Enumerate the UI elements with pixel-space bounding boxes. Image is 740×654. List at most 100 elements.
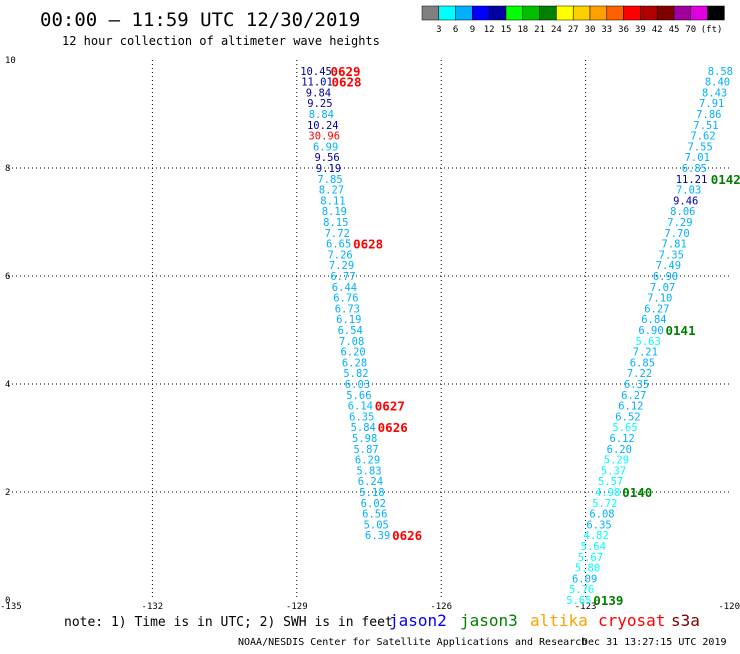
- x-tick-label: -132: [142, 602, 164, 612]
- legend-swatch: [522, 5, 540, 21]
- wave-height-value: 10.45: [300, 66, 332, 78]
- wave-height-value: 6.39: [365, 530, 390, 542]
- wave-height-value: 7.72: [325, 228, 350, 240]
- wave-height-value: 7.21: [633, 347, 658, 359]
- wave-height-value: 5.65: [566, 595, 591, 607]
- wave-height-value: 5.64: [581, 541, 606, 553]
- y-tick-label: 0: [5, 596, 10, 606]
- wave-height-value: 6.84: [641, 314, 666, 326]
- wave-height-value: 5.63: [636, 336, 661, 348]
- legend-swatch: [690, 5, 708, 21]
- wave-height-value: 7.29: [329, 260, 354, 272]
- wave-height-value: 5.76: [569, 584, 594, 596]
- wave-height-value: 5.57: [598, 476, 623, 488]
- wave-height-value: 6.99: [313, 141, 338, 153]
- map-title: 00:00 — 11:59 UTC 12/30/2019: [40, 9, 360, 31]
- legend-label: 21: [534, 25, 545, 35]
- wave-height-value: 7.07: [650, 282, 675, 294]
- x-tick-label: -129: [286, 602, 308, 612]
- wave-height-value: 5.29: [604, 455, 629, 467]
- x-tick-label: -123: [575, 602, 597, 612]
- wave-height-value: 6.85: [682, 163, 707, 175]
- wave-height-value: 5.18: [359, 487, 384, 499]
- satellite-name: s3a: [671, 611, 700, 630]
- wave-height-value: 7.26: [327, 249, 352, 261]
- wave-height-value: 4.82: [584, 530, 609, 542]
- wave-height-value: 7.70: [664, 228, 689, 240]
- wave-height-value: 7.86: [696, 109, 721, 121]
- legend-label: 18: [517, 25, 528, 35]
- wave-height-value: 6.27: [621, 390, 646, 402]
- wave-height-value: 5.84: [351, 422, 376, 434]
- legend-unit: (ft): [701, 25, 723, 35]
- legend-swatch: [472, 5, 490, 21]
- wave-height-value: 8.06: [670, 206, 695, 218]
- wave-height-value: 6.02: [361, 498, 386, 510]
- wave-height-value: 7.85: [317, 174, 342, 186]
- legend-swatch: [673, 5, 692, 21]
- pass-time-label: 0628: [353, 237, 383, 252]
- wave-height-value: 8.19: [322, 206, 347, 218]
- satellite-legend: jason2 jason3 altika cryosat s3a: [389, 611, 700, 630]
- wave-height-value: 6.85: [630, 357, 655, 369]
- wave-height-value: 7.62: [690, 131, 715, 143]
- satellite-name: altika: [530, 611, 588, 630]
- wave-height-value: 8.84: [309, 109, 334, 121]
- wave-height-value: 9.46: [673, 195, 698, 207]
- wave-height-value: 7.51: [693, 120, 718, 132]
- legend-label: 42: [652, 25, 663, 35]
- legend-label: 36: [618, 25, 629, 35]
- wave-height-value: 6.28: [342, 357, 367, 369]
- wave-height-value: 7.91: [699, 98, 724, 110]
- wave-height-value: 7.01: [685, 152, 710, 164]
- wave-height-value: 5.87: [353, 444, 378, 456]
- legend-swatch: [488, 5, 507, 21]
- wave-height-value: 7.03: [676, 185, 701, 197]
- wave-height-value: 8.58: [708, 66, 733, 78]
- wave-height-value: 5.83: [356, 465, 381, 477]
- wave-height-value: 6.03: [345, 379, 370, 391]
- wave-height-value: 7.55: [688, 141, 713, 153]
- map-subtitle: 12 hour collection of altimeter wave hei…: [62, 34, 380, 48]
- legend-swatch: [707, 5, 725, 21]
- x-tick-label: -135: [0, 602, 22, 612]
- wave-height-value: 6.35: [586, 519, 611, 531]
- wave-height-value: 6.12: [618, 401, 643, 413]
- wave-height-value: 11.21: [676, 174, 708, 186]
- legend-swatch: [572, 5, 591, 21]
- legend-label: 9: [470, 25, 475, 35]
- wave-height-value: 6.52: [615, 411, 640, 423]
- wave-height-value: 9.84: [306, 87, 331, 99]
- wave-height-value: 9.56: [314, 152, 339, 164]
- x-tick-label: -120: [718, 602, 740, 612]
- y-tick-label: 2: [5, 488, 10, 498]
- legend-label: 70: [685, 25, 696, 35]
- wave-height-value: 6.77: [330, 271, 355, 283]
- wave-height-value: 6.19: [336, 314, 361, 326]
- wave-height-value: 8.43: [702, 87, 727, 99]
- wave-height-value: 8.11: [320, 195, 345, 207]
- y-tick-label: 4: [5, 380, 10, 390]
- pass-time-label: 0628: [331, 75, 361, 90]
- legend-label: 6: [453, 25, 458, 35]
- satellite-name: jason2: [389, 611, 447, 630]
- legend-swatch: [421, 5, 440, 21]
- pass-time-label: 0139: [593, 593, 623, 608]
- legend-swatch: [539, 5, 557, 21]
- pass-time-label: 0140: [622, 485, 652, 500]
- wave-height-value: 7.10: [647, 293, 672, 305]
- wave-height-value: 6.29: [355, 455, 380, 467]
- footer-generated-time: Dec 31 13:27:15 UTC 2019: [582, 637, 727, 648]
- wave-height-value: 6.12: [610, 433, 635, 445]
- wave-height-value: 6.35: [624, 379, 649, 391]
- legend-swatch: [556, 5, 574, 21]
- satellite-name: cryosat: [598, 611, 665, 630]
- wave-height-value: 11.01: [301, 77, 333, 89]
- wave-height-value: 10.24: [307, 120, 339, 132]
- wave-height-value: 6.27: [644, 303, 669, 315]
- x-tick-label: -126: [430, 602, 452, 612]
- legend-swatch: [656, 5, 675, 21]
- wave-height-value: 6.56: [362, 509, 387, 521]
- legend-label: 3: [436, 25, 441, 35]
